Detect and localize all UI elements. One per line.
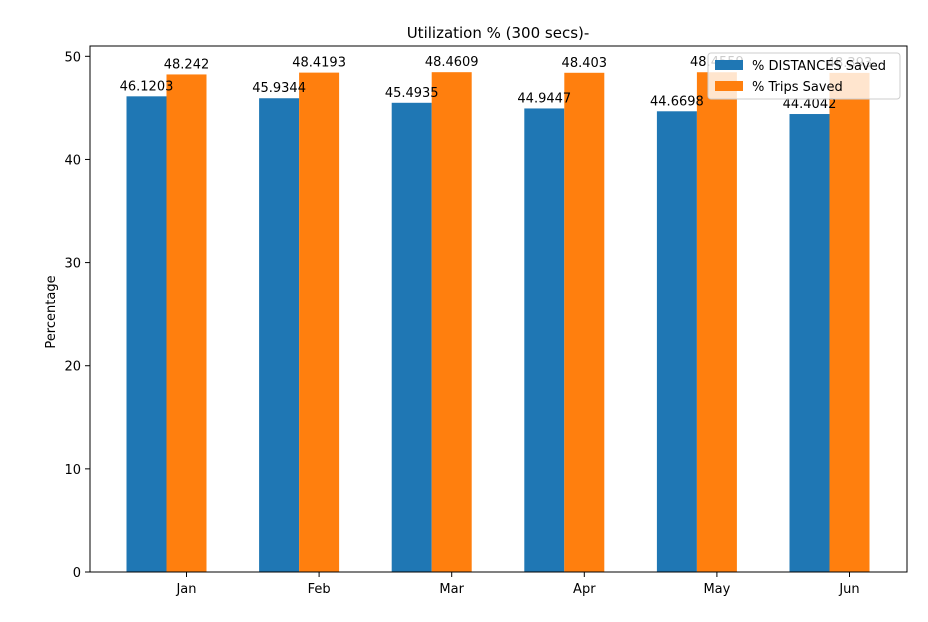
- bar-trips-may: [696, 72, 737, 573]
- x-tick-label-may: May: [703, 582, 730, 597]
- data-label-distances-feb: 45.9344: [252, 81, 306, 96]
- bar-trips-mar: [431, 72, 472, 572]
- x-tick-label-jun: Jun: [838, 582, 859, 597]
- data-label-distances-mar: 45.4935: [385, 86, 439, 101]
- bar-trips-jan: [166, 74, 207, 572]
- legend-swatch-distances: [715, 60, 743, 70]
- data-label-distances-may: 44.6698: [650, 94, 704, 109]
- bar-distances-jan: [126, 96, 167, 573]
- bar-trips-feb: [299, 72, 340, 572]
- axes: 0 10 20 30 40 50 Jan Feb Mar Apr May Jun: [64, 45, 908, 597]
- x-tick-label-apr: Apr: [573, 582, 596, 597]
- bar-distances-jun: [789, 114, 830, 572]
- bar-trips-jun: [829, 72, 870, 573]
- data-label-trips-mar: 48.4609: [425, 55, 479, 70]
- bar-distances-may: [656, 111, 697, 572]
- y-tick-label-20: 20: [64, 360, 81, 375]
- data-label-distances-jan: 46.1203: [120, 79, 174, 94]
- y-tick-label-30: 30: [64, 257, 81, 272]
- y-tick-label-40: 40: [64, 153, 81, 168]
- x-tick-label-mar: Mar: [439, 582, 464, 597]
- y-tick-label-50: 50: [64, 50, 81, 65]
- data-label-trips-jan: 48.242: [164, 57, 210, 72]
- bar-distances-mar: [391, 102, 432, 572]
- y-axis-label: Percentage: [44, 275, 59, 348]
- legend: % DISTANCES Saved % Trips Saved: [707, 52, 901, 100]
- legend-label-distances: % DISTANCES Saved: [752, 59, 886, 74]
- data-label-distances-apr: 44.9447: [517, 91, 571, 106]
- axes-frame: [89, 45, 908, 573]
- data-label-trips-apr: 48.403: [562, 56, 608, 71]
- legend-swatch-trips: [715, 81, 743, 91]
- bar-trips-apr: [564, 72, 605, 573]
- bar-distances-feb: [259, 98, 300, 572]
- y-tick-label-0: 0: [73, 566, 81, 581]
- x-tick-label-jan: Jan: [175, 582, 196, 597]
- bar-distances-apr: [524, 108, 565, 573]
- chart-title: Utilization % (300 secs)-: [407, 24, 590, 42]
- data-label-distances-jun: 44.4042: [783, 97, 837, 112]
- bar-group: [126, 72, 870, 573]
- legend-label-trips: % Trips Saved: [752, 80, 843, 95]
- x-tick-label-feb: Feb: [308, 582, 331, 597]
- legend-box: [707, 52, 901, 100]
- y-tick-label-10: 10: [64, 463, 81, 478]
- data-label-trips-feb: 48.4193: [292, 56, 346, 71]
